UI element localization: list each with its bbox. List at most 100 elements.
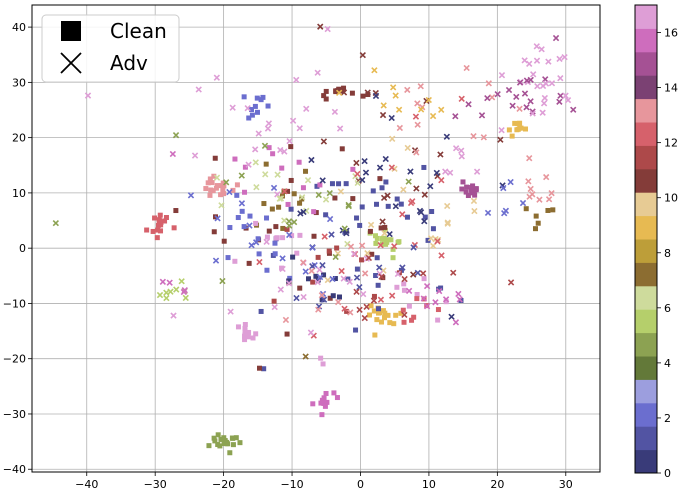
adv-point bbox=[458, 95, 465, 102]
x-tick-label: −10 bbox=[280, 478, 303, 491]
adv-point bbox=[404, 144, 411, 152]
colorbar-segment bbox=[635, 98, 657, 123]
clean-point bbox=[263, 161, 269, 167]
adv-point bbox=[297, 210, 304, 217]
adv-point bbox=[322, 196, 330, 203]
adv-point bbox=[321, 233, 328, 240]
clean-point bbox=[212, 155, 218, 161]
adv-point bbox=[319, 261, 326, 269]
adv-point bbox=[309, 244, 316, 251]
adv-point bbox=[372, 92, 380, 100]
clean-point bbox=[385, 312, 391, 318]
clean-point bbox=[311, 209, 317, 215]
colorbar-segment bbox=[635, 215, 657, 240]
clean-point bbox=[354, 215, 360, 221]
clean-point bbox=[246, 260, 252, 266]
colorbar-segment bbox=[635, 285, 657, 310]
clean-point bbox=[473, 186, 479, 192]
adv-point bbox=[526, 60, 533, 67]
adv-point bbox=[562, 92, 569, 99]
clean-point bbox=[383, 179, 389, 185]
adv-point bbox=[316, 266, 323, 273]
adv-point bbox=[358, 242, 366, 249]
adv-point bbox=[376, 164, 384, 171]
adv-point bbox=[421, 191, 428, 198]
adv-point bbox=[414, 121, 421, 128]
clean-point bbox=[321, 93, 327, 99]
clean-point bbox=[249, 107, 255, 113]
clean-point bbox=[235, 324, 241, 330]
adv-point bbox=[392, 92, 399, 99]
adv-point bbox=[304, 176, 312, 184]
adv-point bbox=[533, 43, 540, 50]
clean-point bbox=[460, 179, 466, 185]
adv-point bbox=[442, 296, 450, 303]
adv-point bbox=[405, 178, 412, 185]
x-tick-label: −20 bbox=[212, 478, 235, 491]
adv-point bbox=[529, 108, 536, 115]
clean-point bbox=[414, 296, 420, 302]
clean-point bbox=[523, 206, 529, 212]
clean-point bbox=[400, 307, 406, 313]
clean-point bbox=[225, 441, 231, 447]
adv-point bbox=[277, 195, 285, 202]
adv-point bbox=[191, 152, 199, 159]
adv-point bbox=[52, 219, 59, 227]
clean-point bbox=[276, 204, 282, 210]
clean-point bbox=[289, 233, 295, 239]
adv-point bbox=[356, 306, 363, 313]
colorbar-tick-label: 10 bbox=[664, 192, 678, 205]
clean-point bbox=[255, 236, 261, 242]
clean-point bbox=[372, 332, 378, 338]
clean-point bbox=[218, 183, 224, 189]
adv-point bbox=[414, 269, 421, 277]
x-tick-label: 10 bbox=[422, 478, 436, 491]
clean-point bbox=[221, 183, 227, 189]
clean-point bbox=[256, 251, 262, 257]
adv-point bbox=[425, 96, 432, 104]
adv-point bbox=[407, 168, 414, 175]
adv-point bbox=[455, 290, 462, 298]
clean-point bbox=[401, 319, 407, 325]
colorbar-tick-label: 0 bbox=[664, 467, 671, 480]
adv-point bbox=[277, 286, 284, 293]
clean-point bbox=[319, 412, 325, 418]
adv-point bbox=[314, 69, 321, 76]
adv-point bbox=[505, 86, 513, 94]
adv-point bbox=[350, 250, 358, 258]
clean-point bbox=[157, 218, 163, 224]
clean-point bbox=[246, 115, 252, 121]
clean-point bbox=[354, 266, 360, 272]
adv-point bbox=[458, 147, 465, 154]
adv-point bbox=[530, 71, 537, 78]
adv-point bbox=[513, 93, 520, 101]
clean-point bbox=[284, 331, 290, 337]
adv-point bbox=[423, 302, 431, 310]
adv-point bbox=[316, 273, 324, 281]
adv-point bbox=[523, 77, 531, 84]
adv-point bbox=[523, 104, 530, 111]
clean-point bbox=[327, 295, 333, 301]
adv-point bbox=[335, 298, 342, 306]
adv-point bbox=[552, 34, 560, 42]
clean-point bbox=[242, 337, 248, 343]
adv-point bbox=[533, 57, 541, 64]
clean-point bbox=[273, 235, 279, 241]
adv-point bbox=[427, 183, 434, 190]
adv-point bbox=[281, 188, 288, 195]
clean-point bbox=[332, 195, 338, 201]
adv-point bbox=[412, 113, 420, 120]
adv-point bbox=[395, 106, 403, 113]
adv-point bbox=[519, 199, 527, 207]
clean-point bbox=[291, 191, 297, 197]
clean-point bbox=[258, 308, 264, 314]
adv-point bbox=[419, 270, 427, 277]
adv-point bbox=[308, 156, 315, 164]
clean-point bbox=[343, 181, 349, 187]
clean-point bbox=[414, 291, 420, 297]
adv-point bbox=[501, 210, 508, 217]
clean-point bbox=[550, 207, 556, 213]
clean-point bbox=[306, 276, 312, 282]
clean-point bbox=[232, 258, 238, 264]
